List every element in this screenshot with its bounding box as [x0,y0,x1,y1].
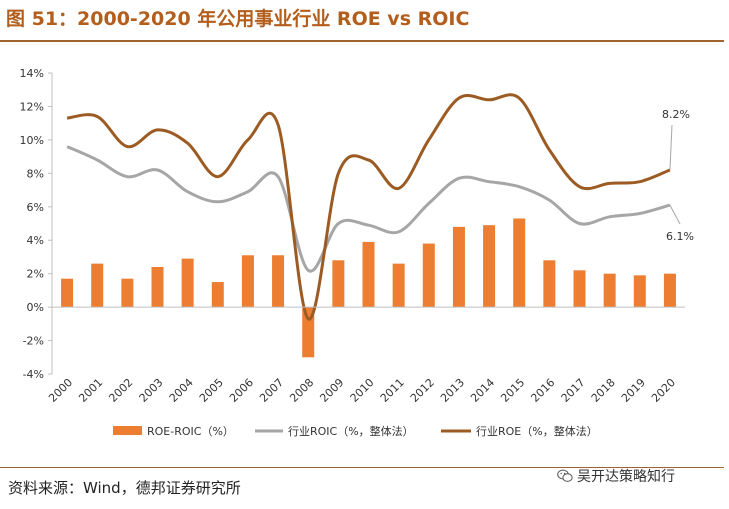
bar-roe-minus-roic [121,278,134,308]
footer-divider [0,467,724,468]
annotation-leader [669,124,673,171]
x-tick-label: 2000 [46,376,75,405]
bar-roe-minus-roic [603,273,616,308]
y-tick-label: 8% [27,167,44,180]
legend-label-roic: 行业ROIC（%，整体法） [288,424,414,438]
figure-title: 图 51：2000-2020 年公用事业行业 ROE vs ROIC [6,8,470,30]
bar-roe-minus-roic [483,225,496,308]
y-tick-label: 6% [27,201,44,214]
x-tick-label: 2012 [408,376,437,405]
x-tick-label: 2020 [649,376,678,405]
x-tick-label: 2001 [76,376,105,405]
x-tick-label: 2004 [167,376,196,405]
x-tick-label: 2014 [468,376,497,405]
annotation-roic-2020: 6.1% [666,230,694,243]
chart: 14%12%10%8%6%4%2%0%-2%-4% 2000 2001 2002 20… [20,67,694,438]
y-tick-label: 14% [20,67,44,80]
x-tick-label: 2017 [559,376,588,405]
x-tick-label: 2002 [106,376,135,405]
line-series [66,93,671,321]
annotations: 8.2% 6.1% [662,108,694,243]
x-tick-label: 2007 [257,376,286,405]
bar-roe-minus-roic [392,263,405,308]
x-tick-label: 2015 [498,376,527,405]
bar-roe-minus-roic [362,241,375,308]
y-tick-label: 2% [27,268,44,281]
annotation-leader [669,204,681,225]
bar-roe-minus-roic [332,260,345,308]
y-tick-label: 4% [27,234,44,247]
bar-series [61,218,676,358]
bar-roe-minus-roic [663,273,676,308]
bar-roe-minus-roic [211,282,224,308]
annotation-roe-2020: 8.2% [662,108,690,121]
y-tick-label: -4% [23,368,44,381]
bar-roe-minus-roic [61,278,74,308]
y-tick-label: 12% [20,100,44,113]
x-tick-label: 2008 [287,376,316,405]
legend-label-bar: ROE-ROIC（%） [147,425,234,438]
bar-roe-minus-roic [573,270,586,308]
legend: ROE-ROIC（%） 行业ROIC（%，整体法） 行业ROE（%，整体法） [113,424,598,438]
x-tick-label: 2006 [227,376,256,405]
x-tick-label: 2019 [619,376,648,405]
legend-label-roe: 行业ROE（%，整体法） [476,424,598,438]
bar-roe-minus-roic [633,275,646,308]
watermark: 吴开达策略知行 [557,466,675,486]
x-tick-label: 2013 [438,376,467,405]
bar-roe-minus-roic [151,266,164,308]
x-axis: 2000 2001 2002 2003 2004 2005 2006 2007 2008 2009… [46,306,685,405]
x-tick-label: 2009 [317,376,346,405]
legend-swatch-bar [113,426,142,435]
bar-roe-minus-roic [272,255,285,308]
x-tick-label: 2010 [348,376,377,405]
x-tick-label: 2003 [137,376,166,405]
y-tick-label: 0% [27,301,44,314]
bar-roe-minus-roic [241,255,254,308]
source-note: 资料来源：Wind，德邦证券研究所 [8,479,241,497]
line-roic [66,145,671,273]
x-tick-label: 2011 [378,376,407,405]
y-tick-label: 10% [20,134,44,147]
x-tick-label: 2018 [589,376,618,405]
bar-roe-minus-roic [543,260,556,308]
bar-roe-minus-roic [91,263,104,308]
bar-roe-minus-roic [452,226,465,308]
bar-roe-minus-roic [422,243,435,308]
y-tick-label: -2% [23,335,44,348]
line-roe [66,93,671,321]
watermark-text: 吴开达策略知行 [577,469,675,485]
y-axis: 14% 12% 10% 8% 6% 4% 2% 0% -2% -4% [20,67,53,381]
wechat-icon [557,469,573,482]
x-tick-label: 2005 [197,376,226,405]
bar-roe-minus-roic [181,258,194,308]
x-tick-label: 2016 [528,376,557,405]
title-divider [0,40,724,42]
bar-roe-minus-roic [513,218,526,308]
